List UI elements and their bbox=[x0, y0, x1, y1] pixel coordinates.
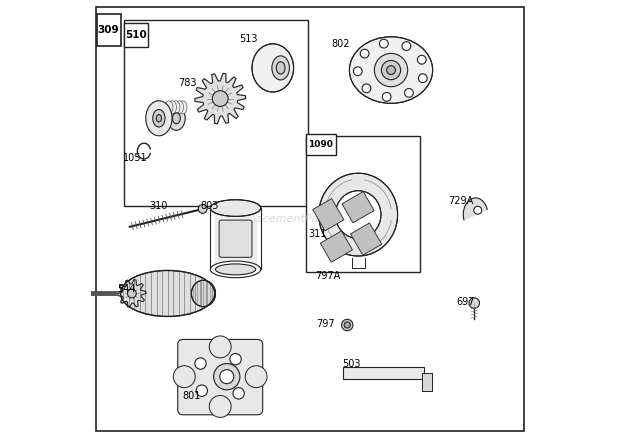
Bar bbox=[343, 367, 424, 379]
Ellipse shape bbox=[146, 101, 172, 136]
Circle shape bbox=[383, 92, 391, 101]
Circle shape bbox=[387, 66, 396, 74]
Circle shape bbox=[198, 205, 207, 213]
Ellipse shape bbox=[165, 101, 173, 114]
Ellipse shape bbox=[175, 101, 184, 114]
Text: 801: 801 bbox=[182, 392, 201, 401]
Ellipse shape bbox=[172, 113, 180, 124]
Text: 783: 783 bbox=[178, 78, 197, 88]
Polygon shape bbox=[195, 73, 246, 124]
Ellipse shape bbox=[167, 106, 185, 131]
Text: 729A: 729A bbox=[448, 197, 474, 206]
Circle shape bbox=[353, 67, 362, 76]
Bar bbox=[306, 136, 420, 272]
Polygon shape bbox=[463, 198, 487, 220]
Circle shape bbox=[374, 53, 408, 87]
Text: 797A: 797A bbox=[315, 271, 340, 281]
Ellipse shape bbox=[319, 173, 397, 256]
FancyBboxPatch shape bbox=[219, 220, 252, 258]
Ellipse shape bbox=[210, 261, 261, 278]
Ellipse shape bbox=[179, 101, 187, 114]
Bar bbox=[422, 373, 432, 391]
Circle shape bbox=[402, 42, 411, 50]
Text: 513: 513 bbox=[239, 35, 258, 44]
Bar bbox=[342, 191, 374, 223]
Circle shape bbox=[214, 364, 240, 390]
Polygon shape bbox=[118, 279, 146, 307]
Circle shape bbox=[128, 289, 136, 298]
Circle shape bbox=[210, 336, 231, 358]
Circle shape bbox=[195, 358, 206, 369]
Bar bbox=[312, 198, 344, 231]
Ellipse shape bbox=[156, 114, 162, 122]
Text: 310: 310 bbox=[149, 201, 168, 211]
Ellipse shape bbox=[169, 101, 177, 114]
Bar bbox=[321, 231, 353, 262]
Circle shape bbox=[219, 370, 234, 384]
Circle shape bbox=[404, 88, 414, 97]
Circle shape bbox=[245, 366, 267, 388]
Text: 1090: 1090 bbox=[309, 141, 334, 149]
Text: 544: 544 bbox=[118, 284, 136, 294]
Circle shape bbox=[210, 396, 231, 417]
Bar bbox=[306, 134, 336, 155]
Circle shape bbox=[474, 206, 482, 214]
Bar bbox=[97, 14, 121, 46]
Ellipse shape bbox=[210, 200, 261, 216]
Text: 510: 510 bbox=[125, 30, 147, 40]
Circle shape bbox=[379, 39, 388, 48]
Circle shape bbox=[342, 319, 353, 331]
Bar bbox=[350, 223, 382, 255]
Text: eReplacementParts.com: eReplacementParts.com bbox=[224, 214, 361, 224]
Circle shape bbox=[212, 91, 228, 106]
Circle shape bbox=[362, 84, 371, 93]
Circle shape bbox=[418, 74, 427, 83]
Text: 797: 797 bbox=[316, 319, 335, 329]
Text: 309: 309 bbox=[98, 25, 119, 35]
Text: 697: 697 bbox=[456, 297, 475, 307]
Ellipse shape bbox=[153, 110, 165, 127]
Text: 802: 802 bbox=[332, 39, 350, 49]
Circle shape bbox=[469, 298, 479, 308]
Ellipse shape bbox=[120, 270, 215, 316]
Ellipse shape bbox=[350, 37, 433, 103]
Circle shape bbox=[230, 353, 241, 365]
Text: 311: 311 bbox=[309, 230, 327, 239]
Ellipse shape bbox=[172, 101, 180, 114]
Text: 803: 803 bbox=[200, 201, 218, 211]
Circle shape bbox=[174, 366, 195, 388]
Ellipse shape bbox=[272, 56, 290, 80]
Circle shape bbox=[360, 49, 369, 58]
Text: 1051: 1051 bbox=[123, 153, 147, 162]
Circle shape bbox=[77, 288, 87, 299]
Circle shape bbox=[233, 388, 244, 399]
Bar bbox=[124, 23, 148, 47]
Circle shape bbox=[196, 385, 208, 396]
Text: 503: 503 bbox=[342, 359, 361, 368]
Ellipse shape bbox=[215, 264, 255, 275]
Circle shape bbox=[344, 322, 350, 328]
Ellipse shape bbox=[277, 62, 285, 74]
Circle shape bbox=[381, 60, 401, 80]
Ellipse shape bbox=[252, 44, 294, 92]
Bar bbox=[124, 20, 308, 206]
Circle shape bbox=[417, 55, 426, 64]
Ellipse shape bbox=[335, 191, 381, 239]
FancyBboxPatch shape bbox=[178, 339, 263, 415]
Ellipse shape bbox=[192, 280, 216, 307]
